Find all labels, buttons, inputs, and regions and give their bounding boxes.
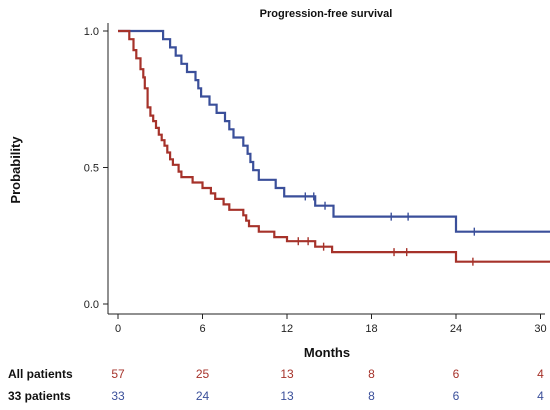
x-axis-title: Months — [304, 345, 350, 360]
at-risk-value: 25 — [196, 367, 210, 381]
survival-curve — [118, 29, 550, 233]
at-risk-row: 33 patients 33 24 13 8 6 4 — [8, 389, 544, 403]
y-axis: 0.0 0.5 1.0 — [84, 26, 108, 311]
series-2 — [118, 29, 550, 266]
at-risk-value: 4 — [537, 389, 544, 403]
at-risk-row: All patients 57 25 13 8 6 4 — [8, 367, 544, 381]
survival-curve — [118, 29, 550, 263]
x-tick-label: 18 — [365, 323, 377, 335]
chart-title: Progression-free survival — [260, 8, 393, 20]
y-tick-label: 1.0 — [84, 26, 99, 38]
at-risk-value: 33 — [111, 389, 125, 403]
at-risk-value: 57 — [111, 367, 125, 381]
at-risk-value: 6 — [453, 389, 460, 403]
at-risk-value: 13 — [280, 367, 294, 381]
at-risk-value: 4 — [537, 367, 544, 381]
plot-frame — [107, 23, 545, 315]
x-tick-label: 30 — [534, 323, 546, 335]
at-risk-value: 8 — [368, 389, 375, 403]
at-risk-value: 6 — [453, 367, 460, 381]
x-tick-label: 24 — [450, 323, 462, 335]
x-tick-label: 12 — [281, 323, 293, 335]
at-risk-value: 24 — [196, 389, 210, 403]
at-risk-table: All patients 57 25 13 8 6 4 33 patients 33 24 13 8 6… — [8, 367, 544, 403]
y-tick-label: 0.5 — [84, 163, 99, 175]
x-tick-label: 0 — [115, 323, 121, 335]
at-risk-value: 13 — [280, 389, 294, 403]
series-1 — [118, 29, 550, 236]
at-risk-row-label: 33 patients — [8, 389, 71, 403]
at-risk-row-label: All patients — [8, 367, 73, 381]
y-tick-label: 0.0 — [84, 299, 99, 311]
series-layer — [118, 29, 550, 266]
at-risk-value: 8 — [368, 367, 375, 381]
y-axis-title: Probability — [8, 136, 23, 204]
x-tick-label: 6 — [199, 323, 205, 335]
x-axis: 0 6 12 18 24 30 — [115, 314, 547, 335]
